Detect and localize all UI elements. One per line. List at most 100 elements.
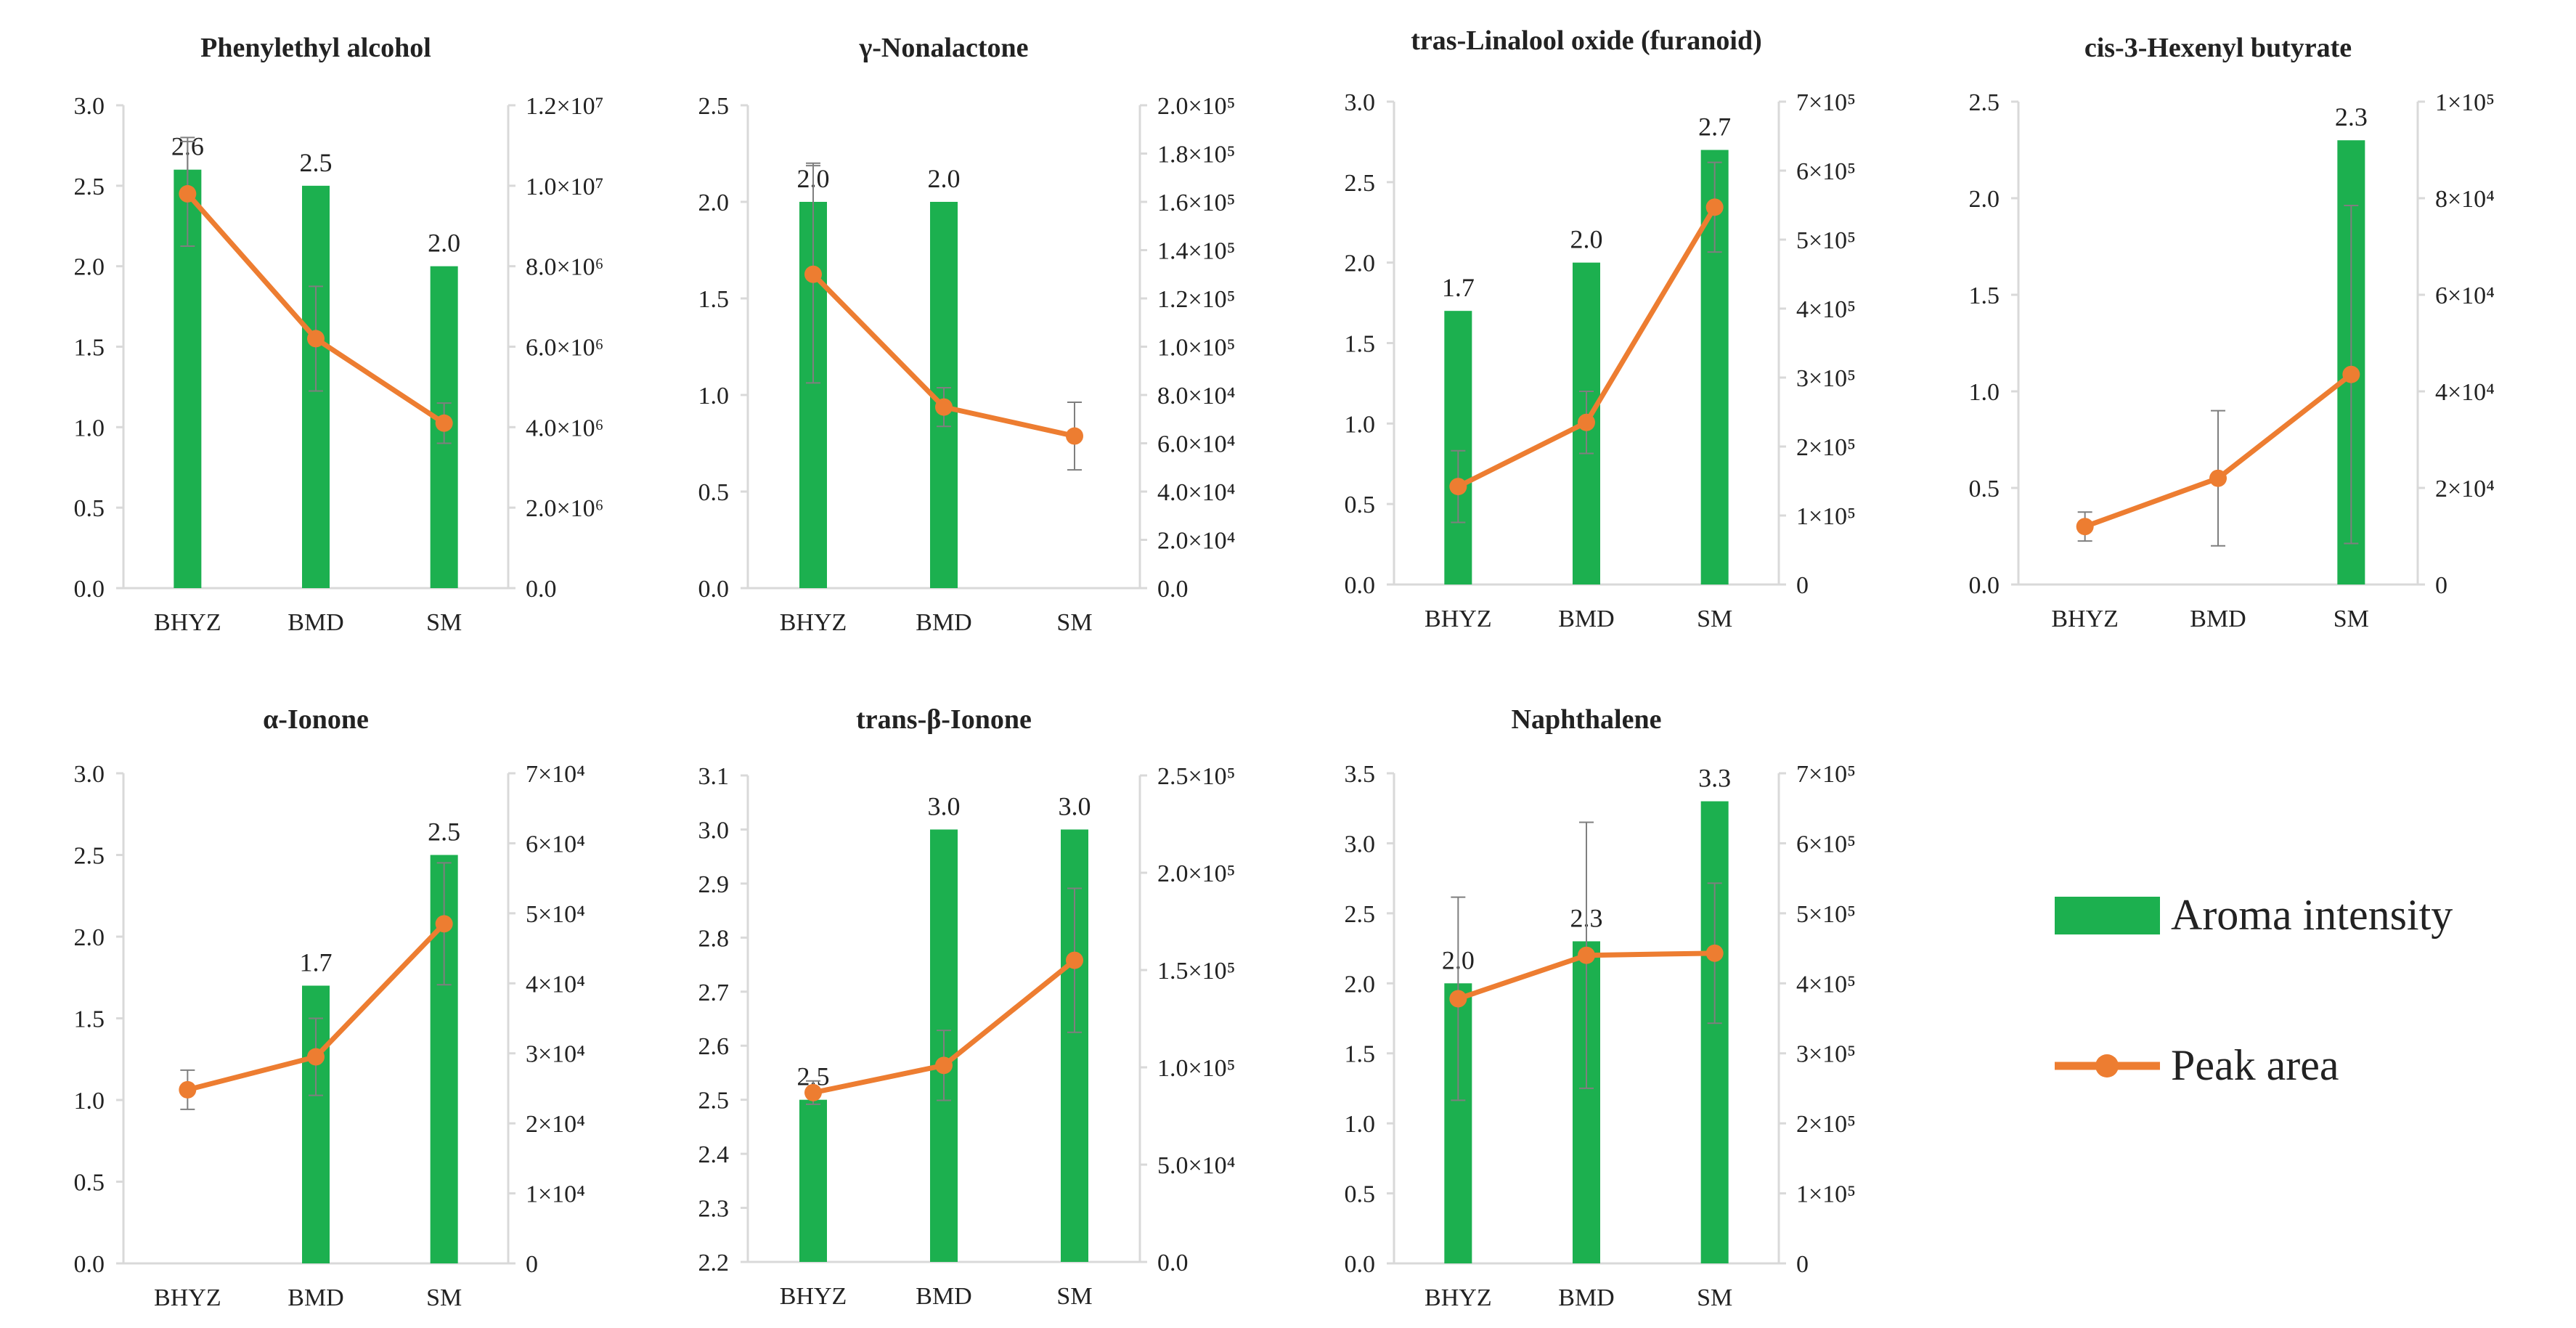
y-tick-label-left: 0.0 <box>74 1251 105 1278</box>
peak-area-point <box>435 414 453 432</box>
y-tick-label-right: 2.0×10⁴ <box>1157 528 1236 555</box>
y-tick-label-right: 2×10⁵ <box>1796 1111 1856 1138</box>
y-tick-label-left: 2.5 <box>698 1088 730 1115</box>
y-tick-label-right: 1.5×10⁵ <box>1157 958 1236 985</box>
x-tick-label: SM <box>1697 1284 1732 1311</box>
peak-area-point <box>804 1083 822 1101</box>
y-tick-label-left: 2.5 <box>74 843 105 870</box>
y-tick-label-right: 1.2×10⁵ <box>1157 286 1236 313</box>
y-tick-label-left: 2.0 <box>74 924 105 951</box>
y-tick-label-right: 4×10⁵ <box>1796 296 1856 323</box>
x-tick-label: SM <box>2334 606 2369 632</box>
x-tick-label: BMD <box>288 609 343 636</box>
y-tick-label-left: 3.1 <box>698 763 730 790</box>
y-tick-label-left: 1.0 <box>1345 411 1376 438</box>
y-tick-label-right: 0 <box>1796 572 1809 599</box>
y-tick-label-right: 1×10⁵ <box>2435 89 2495 116</box>
y-tick-label-right: 8×10⁴ <box>2435 186 2495 213</box>
y-tick-label-left: 2.8 <box>698 925 730 952</box>
chart-panel: Naphthalene 0.0 0.5 1.0 1.5 2.0 2.5 3.0 3.5 0 1×10… <box>1345 704 1856 1311</box>
x-tick-label: SM <box>426 1284 462 1311</box>
peak-area-point <box>1705 198 1724 216</box>
y-tick-label-left: 0.5 <box>1969 476 2000 502</box>
y-tick-label-left: 1.0 <box>1345 1111 1376 1138</box>
y-tick-label-left: 2.2 <box>698 1250 730 1276</box>
x-tick-label: SM <box>426 609 462 636</box>
x-tick-label: BHYZ <box>154 609 221 636</box>
x-tick-label: BHYZ <box>780 1283 847 1310</box>
y-tick-label-left: 2.0 <box>1345 250 1376 277</box>
y-tick-label-right: 6×10⁵ <box>1796 158 1856 185</box>
y-tick-label-left: 0.0 <box>74 576 105 603</box>
y-tick-label-right: 0 <box>2435 572 2447 599</box>
y-tick-label-right: 8.0×10⁶ <box>526 254 604 281</box>
x-tick-label: BMD <box>1558 1284 1614 1311</box>
chart-panel: trans-β-Ionone 2.2 2.3 2.4 2.5 2.6 2.7 2.8 2.9 3.… <box>698 704 1236 1310</box>
y-tick-label-left: 0.5 <box>74 1170 105 1197</box>
x-tick-label: SM <box>1056 609 1092 636</box>
chart-title: γ-Nonalactone <box>858 33 1028 63</box>
y-tick-label-right: 0.0 <box>1157 1250 1189 1276</box>
y-tick-label-left: 1.0 <box>698 383 730 410</box>
peak-area-point <box>1449 478 1467 496</box>
data-label: 2.0 <box>928 164 961 193</box>
y-tick-label-right: 2.0×10⁵ <box>1157 93 1236 120</box>
x-tick-label: BMD <box>288 1284 343 1311</box>
legend: Aroma intensity Peak area <box>2055 891 2453 1089</box>
y-tick-label-left: 2.5 <box>698 93 730 120</box>
y-tick-label-right: 0.0 <box>1157 576 1189 603</box>
y-tick-label-left: 2.5 <box>1969 89 2000 116</box>
y-tick-label-right: 2×10⁴ <box>2435 476 2495 502</box>
y-tick-label-right: 3×10⁵ <box>1796 365 1856 392</box>
data-label: 2.5 <box>428 818 460 847</box>
y-tick-label-right: 4×10⁴ <box>526 971 585 998</box>
peak-area-point <box>935 398 953 416</box>
legend-line-label: Peak area <box>2171 1041 2339 1089</box>
y-tick-label-right: 8.0×10⁴ <box>1157 383 1236 410</box>
data-label: 2.5 <box>300 148 333 177</box>
x-tick-label: BHYZ <box>154 1284 221 1311</box>
peak-area-point <box>1578 413 1595 431</box>
peak-area-point <box>2209 469 2227 487</box>
x-tick-label: BMD <box>2190 606 2246 632</box>
y-tick-label-right: 5×10⁴ <box>526 901 585 928</box>
y-tick-label-left: 1.5 <box>1345 331 1376 358</box>
y-tick-label-left: 0.0 <box>698 576 730 603</box>
chart-title: cis-3-Hexenyl butyrate <box>2084 33 2352 63</box>
y-tick-label-left: 1.5 <box>74 335 105 362</box>
peak-area-point <box>2342 365 2360 383</box>
data-label: 2.3 <box>2335 102 2368 131</box>
y-tick-label-right: 6×10⁴ <box>2435 282 2495 309</box>
peak-area-point <box>1578 946 1595 964</box>
y-tick-label-right: 0 <box>1796 1251 1809 1278</box>
y-tick-label-left: 2.5 <box>1345 170 1376 197</box>
y-tick-label-right: 4.0×10⁴ <box>1157 479 1236 506</box>
chart-panel: tras-Linalool oxide (furanoid) 0.0 0.5 1.0 1… <box>1345 25 1856 632</box>
chart-panel: γ-Nonalactone 0.0 0.5 1.0 1.5 2.0 2.5 0.0 2.0×10… <box>698 33 1236 636</box>
peak-area-point <box>307 330 325 348</box>
y-tick-label-left: 3.0 <box>74 93 105 120</box>
chart-title: α-Ionone <box>263 704 369 735</box>
y-tick-label-right: 3×10⁴ <box>526 1041 585 1068</box>
y-tick-label-right: 2.0×10⁵ <box>1157 860 1236 887</box>
y-tick-label-left: 0.5 <box>1345 492 1376 518</box>
legend-line-marker <box>2095 1054 2119 1078</box>
y-tick-label-right: 0 <box>526 1251 538 1278</box>
peak-area-point <box>1066 427 1083 445</box>
legend-bar-label: Aroma intensity <box>2171 891 2453 939</box>
y-tick-label-left: 2.6 <box>698 1033 730 1060</box>
y-tick-label-left: 1.5 <box>698 286 730 313</box>
peak-area-point <box>804 265 822 283</box>
x-tick-label: BHYZ <box>1424 1284 1492 1311</box>
y-tick-label-right: 2×10⁴ <box>526 1111 585 1138</box>
y-tick-label-right: 7×10⁴ <box>526 761 585 788</box>
chart-title: tras-Linalool oxide (furanoid) <box>1411 25 1761 56</box>
y-tick-label-left: 2.9 <box>698 871 730 898</box>
peak-area-point <box>179 184 197 203</box>
y-tick-label-right: 6.0×10⁶ <box>526 335 604 362</box>
legend-bar-swatch <box>2055 897 2160 934</box>
x-tick-label: BMD <box>1558 606 1614 632</box>
chart-title: Phenylethyl alcohol <box>200 33 431 63</box>
y-tick-label-left: 2.5 <box>1345 901 1376 928</box>
